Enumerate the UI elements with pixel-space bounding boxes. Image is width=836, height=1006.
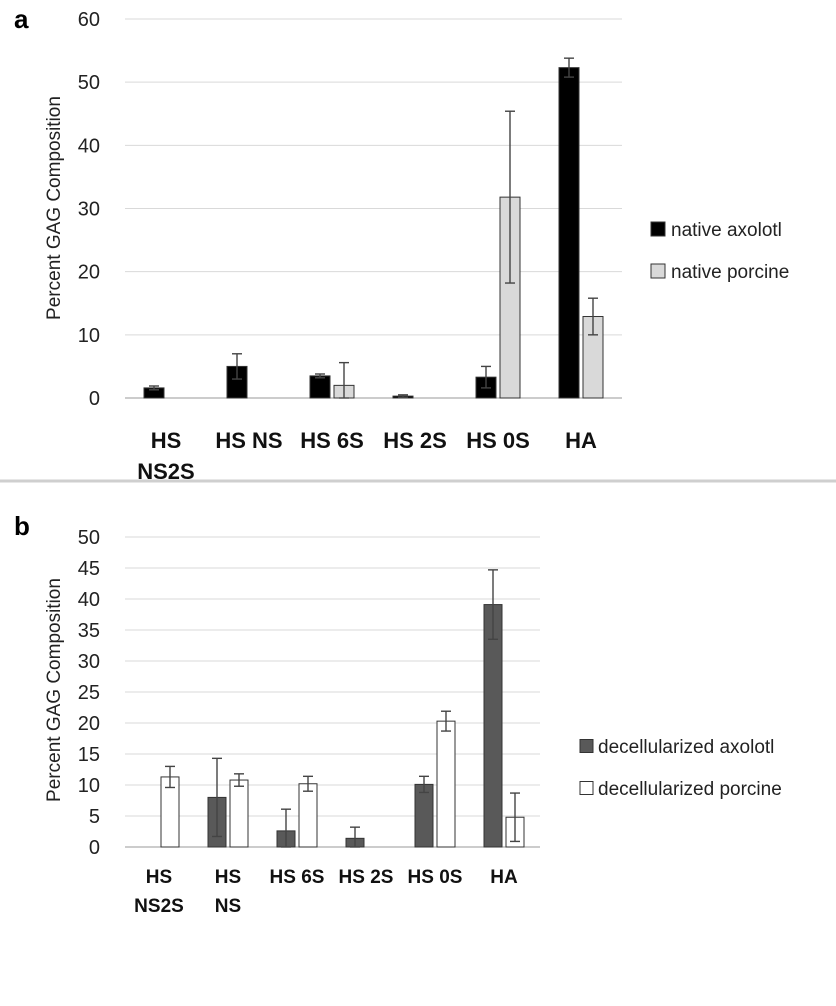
error-bar	[212, 757, 222, 838]
panel-label-b: b	[14, 511, 30, 541]
x-category-label: NS2S	[137, 459, 194, 484]
bar	[309, 375, 331, 399]
legend-label: decellularized porcine	[598, 779, 782, 800]
error-bar	[481, 365, 491, 389]
bars-b	[160, 604, 525, 848]
y-tick-label: 5	[89, 806, 100, 828]
y-tick-label: 50	[78, 527, 100, 549]
bars-a	[143, 67, 604, 399]
y-tick-label: 60	[78, 9, 100, 31]
panel-label-a: a	[14, 4, 29, 34]
y-tick-label: 20	[78, 713, 100, 735]
y-tick-label: 0	[89, 388, 100, 410]
legend-swatch	[650, 263, 666, 279]
x-category-label: HA	[490, 867, 518, 888]
x-category-label: HS 2S	[339, 867, 394, 888]
error-bar	[510, 792, 520, 843]
bar	[414, 783, 434, 848]
x-category-label: NS	[215, 896, 241, 917]
legend-label: native porcine	[671, 262, 789, 283]
x-category-label: HS 0S	[466, 428, 530, 453]
error-bars-a	[149, 57, 598, 399]
y-tick-label: 15	[78, 744, 100, 766]
legend-a: native axolotl native porcine	[650, 220, 789, 283]
error-bar	[149, 385, 159, 391]
y-axis-label-b: Percent GAG Composition	[44, 578, 65, 802]
y-tick-label: 40	[78, 589, 100, 611]
legend-swatch	[650, 221, 666, 237]
y-tick-label: 0	[89, 837, 100, 859]
x-category-label: HS NS	[215, 428, 282, 453]
error-bar	[588, 297, 598, 336]
error-bar	[281, 808, 291, 848]
legend-b: decellularized axolotl decellularized por…	[579, 737, 782, 800]
error-bar	[339, 361, 349, 399]
gridlines-a	[125, 18, 622, 399]
y-tick-label: 30	[78, 651, 100, 673]
error-bar	[303, 775, 313, 792]
legend-label: decellularized axolotl	[598, 737, 774, 758]
x-categories-b: HS NS2S HS NS HS 6S HS 2S HS 0S HA	[134, 867, 518, 917]
bar	[436, 720, 456, 848]
x-category-label: HS 0S	[408, 867, 463, 888]
x-category-label: HS	[151, 428, 182, 453]
y-tick-label: 10	[78, 775, 100, 797]
x-category-label: NS2S	[134, 896, 184, 917]
x-categories-a: HS NS2S HS NS HS 6S HS 2S HS 0S HA	[137, 428, 597, 484]
y-tick-label: 30	[78, 199, 100, 221]
y-tick-label: 10	[78, 325, 100, 347]
y-axis-label-a: Percent GAG Composition	[44, 96, 65, 320]
error-bar	[315, 373, 325, 379]
x-category-label: HS 6S	[270, 867, 325, 888]
error-bar	[232, 353, 242, 380]
x-category-label: HS 2S	[383, 428, 447, 453]
y-tick-label: 40	[78, 135, 100, 157]
legend-label: native axolotl	[671, 220, 782, 241]
legend-swatch	[579, 781, 594, 795]
y-tick-label: 25	[78, 682, 100, 704]
x-category-label: HS 6S	[300, 428, 364, 453]
y-tick-label: 45	[78, 558, 100, 580]
error-bar	[419, 775, 429, 794]
error-bar	[564, 57, 574, 78]
y-tick-label: 20	[78, 262, 100, 284]
legend-swatch	[579, 739, 594, 753]
bar	[558, 67, 580, 399]
chart-panel-b: b 0 5 10 15 20 25 30 35 40 45 50 Percent GAG Compo…	[14, 511, 782, 917]
gridlines-b	[125, 536, 540, 848]
error-bar	[505, 110, 515, 284]
error-bar	[488, 569, 498, 640]
y-tick-label: 35	[78, 620, 100, 642]
y-tick-label: 50	[78, 72, 100, 94]
error-bar	[441, 710, 451, 732]
error-bars-b	[165, 569, 520, 848]
x-category-label: HS	[215, 867, 241, 888]
bar	[483, 604, 503, 848]
error-bar	[234, 773, 244, 787]
error-bar	[350, 826, 360, 848]
x-category-label: HA	[565, 428, 597, 453]
y-ticks-a: 0 10 20 30 40 50 60	[78, 9, 100, 410]
error-bar	[165, 765, 175, 789]
bar	[229, 779, 249, 848]
error-bar	[398, 394, 408, 399]
y-ticks-b: 0 5 10 15 20 25 30 35 40 45 50	[78, 527, 100, 859]
x-category-label: HS	[146, 867, 172, 888]
bar	[298, 783, 318, 848]
